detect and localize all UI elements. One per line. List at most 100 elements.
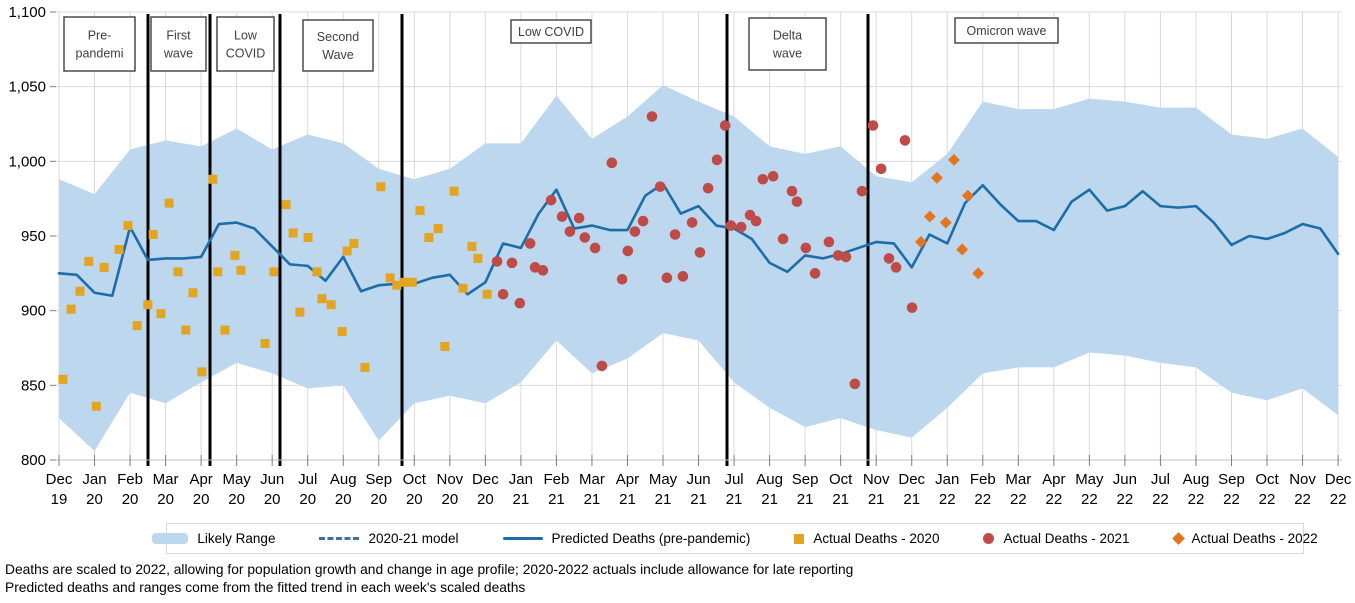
x-tick-label-year: 20 [441, 491, 458, 508]
actual-2021-marker [646, 111, 658, 122]
actual-2021-marker [629, 226, 641, 237]
actual-2020-marker [188, 288, 198, 298]
actual-2020-marker [269, 267, 279, 277]
actual-2021-marker [883, 253, 895, 264]
legend-item-square: Actual Deaths - 2020 [794, 531, 939, 546]
actual-2020-marker [260, 339, 270, 349]
x-tick-label-year: 22 [1330, 491, 1347, 508]
x-tick-label-month: Apr [1042, 471, 1065, 488]
x-tick-label-month: Jul [724, 471, 743, 488]
actual-2020-marker [342, 246, 352, 256]
actual-2020-marker [326, 300, 336, 310]
actual-2020-marker [99, 262, 109, 272]
phase-label-text: COVID [226, 47, 266, 61]
actual-2020-marker [433, 224, 443, 234]
actual-2020-marker [281, 200, 291, 210]
actual-2020-marker [143, 300, 153, 310]
phase-label-box [510, 19, 592, 44]
x-tick-label-month: Mar [153, 471, 179, 488]
legend-label: Actual Deaths - 2022 [1191, 531, 1318, 546]
x-tick-label-year: 21 [726, 491, 743, 508]
x-tick-label-month: Mar [1005, 471, 1031, 488]
actual-2021-marker [616, 274, 628, 285]
phase-label-text: wave [163, 47, 193, 61]
phase-label-text: Omicron wave [967, 24, 1047, 38]
x-tick-label-year: 21 [797, 491, 814, 508]
x-tick-label-month: May [222, 471, 251, 488]
actual-2020-marker [473, 253, 483, 263]
x-tick-label-year: 21 [619, 491, 636, 508]
actual-2020-marker [132, 321, 142, 331]
x-tick-label-month: Apr [616, 471, 639, 488]
phase-label-text: Second [317, 30, 359, 44]
actual-2020-marker [230, 250, 240, 260]
x-tick-label-year: 22 [1188, 491, 1205, 508]
x-tick-label-year: 22 [1117, 491, 1134, 508]
legend-item-diamond: Actual Deaths - 2022 [1171, 531, 1318, 546]
x-tick-label-year: 21 [903, 491, 920, 508]
footnote-line-2: Predicted deaths and ranges come from th… [5, 580, 526, 595]
phase-label-text: Delta [773, 29, 802, 43]
actual-2020-marker [376, 182, 386, 192]
actual-2021-marker [506, 257, 518, 269]
actual-2021-marker [654, 181, 666, 193]
actual-2021-marker [906, 302, 918, 313]
x-tick-label-year: 21 [868, 491, 885, 508]
footnote-line-1: Deaths are scaled to 2022, allowing for … [5, 562, 854, 577]
actual-2020-marker [407, 277, 417, 287]
actual-2021-marker [735, 221, 747, 233]
actual-2022-marker [915, 236, 927, 248]
actual-2021-marker [875, 163, 887, 175]
actual-2020-marker [399, 277, 409, 287]
actual-2020-marker [173, 267, 183, 277]
x-tick-label-year: 21 [832, 491, 849, 508]
x-tick-label-month: May [1075, 471, 1104, 488]
x-tick-label-month: Aug [330, 471, 357, 488]
actual-2022-marker [972, 267, 985, 280]
x-tick-label-month: Feb [117, 471, 143, 488]
x-tick-label-month: Nov [1289, 471, 1316, 488]
actual-2022-marker [931, 171, 943, 184]
actual-2021-marker [890, 262, 902, 273]
x-tick-label-month: Oct [403, 471, 427, 488]
actual-2021-marker [840, 251, 852, 263]
actual-2021-marker [564, 226, 576, 237]
phase-label-box [302, 19, 374, 72]
x-tick-label-year: 22 [1045, 491, 1062, 508]
x-tick-label-year: 20 [122, 491, 139, 508]
actual-2020-marker [349, 238, 359, 248]
x-tick-label-month: Dec [46, 471, 73, 488]
actual-2020-marker [424, 232, 434, 242]
actual-2020-marker [295, 307, 305, 317]
x-tick-label-month: Oct [829, 471, 853, 488]
x-tick-label-year: 22 [1081, 491, 1098, 508]
x-tick-label-month: Dec [898, 471, 925, 488]
phase-label-text: First [166, 29, 191, 43]
actual-2021-marker [856, 185, 868, 197]
actual-2021-marker [809, 268, 821, 279]
actual-2020-marker [317, 294, 327, 304]
x-tick-label-month: Jul [298, 471, 317, 488]
actual-2021-marker [622, 245, 634, 257]
actual-2021-marker [686, 217, 698, 228]
actual-2020-marker [123, 221, 133, 231]
actual-2021-marker [545, 194, 557, 206]
x-tick-label-year: 20 [264, 491, 281, 508]
actual-2020-marker [458, 283, 468, 293]
legend-item-dash: 2020-21 model [319, 531, 459, 546]
actual-2021-marker [849, 378, 861, 390]
actual-2020-marker [467, 241, 477, 251]
actual-2021-marker [800, 242, 812, 254]
actual-2021-marker [606, 157, 618, 169]
predicted-deaths-line [57, 182, 1340, 298]
x-tick-label-year: 20 [370, 491, 387, 508]
x-tick-label-month: May [649, 471, 678, 488]
x-tick-label-year: 20 [228, 491, 245, 508]
x-tick-label-month: Dec [1325, 471, 1352, 488]
x-tick-label-year: 20 [299, 491, 316, 508]
actual-2021-marker [677, 271, 689, 282]
x-tick-label-year: 21 [655, 491, 672, 508]
y-tick-label: 1,100 [8, 4, 46, 21]
actual-2021-marker [491, 256, 503, 267]
actual-2020-marker [164, 198, 174, 208]
